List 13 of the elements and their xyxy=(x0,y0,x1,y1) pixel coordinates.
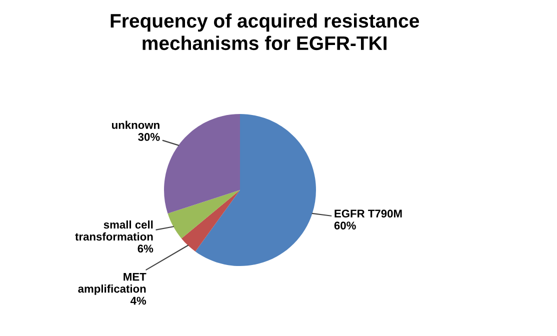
pie-slice xyxy=(164,114,240,214)
slice-label: unknown xyxy=(112,120,160,129)
pie-slice xyxy=(168,190,240,238)
data-label: 4% xyxy=(130,296,146,305)
slice-label: MET amplification xyxy=(78,272,146,295)
chart-title: Frequency of acquired resistance mechanisms for EGFR-TKI xyxy=(110,13,419,50)
data-label: 6% xyxy=(138,244,154,253)
slice-label: EGFR T790M xyxy=(334,210,402,218)
data-label: 30% xyxy=(138,133,160,141)
data-label: 60% xyxy=(334,222,356,230)
pie-slice xyxy=(181,190,240,252)
pie-slice xyxy=(195,114,316,266)
slice-label: small cell transformation xyxy=(75,220,153,241)
